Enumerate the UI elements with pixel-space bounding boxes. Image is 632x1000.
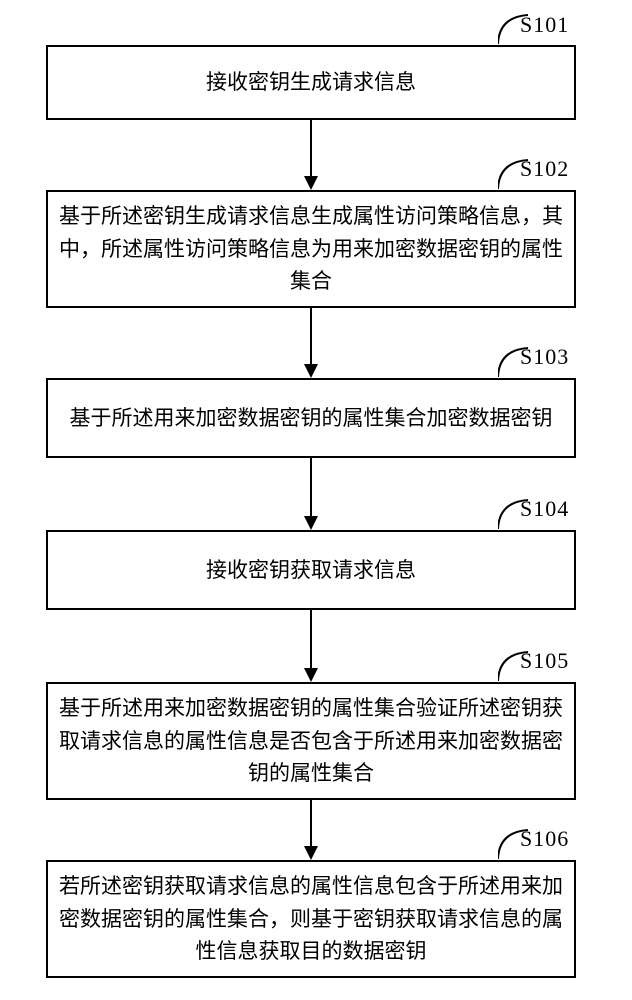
- arrow-0: [302, 120, 320, 192]
- step-label-S103: S103: [520, 344, 569, 370]
- step-box-S105: 基于所述用来加密数据密钥的属性集合验证所述密钥获取请求信息的属性信息是否包含于所…: [46, 682, 576, 800]
- step-label-S101: S101: [520, 12, 569, 38]
- step-text-S106: 若所述密钥获取请求信息的属性信息包含于所述用来加密数据密钥的属性集合，则基于密钥…: [48, 870, 574, 968]
- step-text-S103: 基于所述用来加密数据密钥的属性集合加密数据密钥: [60, 402, 563, 435]
- step-box-S106: 若所述密钥获取请求信息的属性信息包含于所述用来加密数据密钥的属性集合，则基于密钥…: [46, 860, 576, 978]
- arrow-4: [302, 800, 320, 862]
- arrow-1: [302, 308, 320, 380]
- step-label-S102: S102: [520, 156, 569, 182]
- step-box-S101: 接收密钥生成请求信息: [46, 45, 576, 120]
- step-label-S106: S106: [520, 826, 569, 852]
- flowchart-canvas: 接收密钥生成请求信息 S101 基于所述密钥生成请求信息生成属性访问策略信息，其中，…: [0, 0, 632, 1000]
- step-label-S105: S105: [520, 648, 569, 674]
- step-box-S102: 基于所述密钥生成请求信息生成属性访问策略信息，其中，所述属性访问策略信息为用来加…: [46, 190, 576, 308]
- step-box-S104: 接收密钥获取请求信息: [46, 530, 576, 610]
- arrow-2: [302, 458, 320, 532]
- step-box-S103: 基于所述用来加密数据密钥的属性集合加密数据密钥: [46, 378, 576, 458]
- step-label-S104: S104: [520, 496, 569, 522]
- step-text-S101: 接收密钥生成请求信息: [196, 66, 426, 99]
- step-text-S102: 基于所述密钥生成请求信息生成属性访问策略信息，其中，所述属性访问策略信息为用来加…: [48, 200, 574, 298]
- step-text-S104: 接收密钥获取请求信息: [196, 554, 426, 587]
- step-text-S105: 基于所述用来加密数据密钥的属性集合验证所述密钥获取请求信息的属性信息是否包含于所…: [48, 692, 574, 790]
- arrow-3: [302, 610, 320, 684]
